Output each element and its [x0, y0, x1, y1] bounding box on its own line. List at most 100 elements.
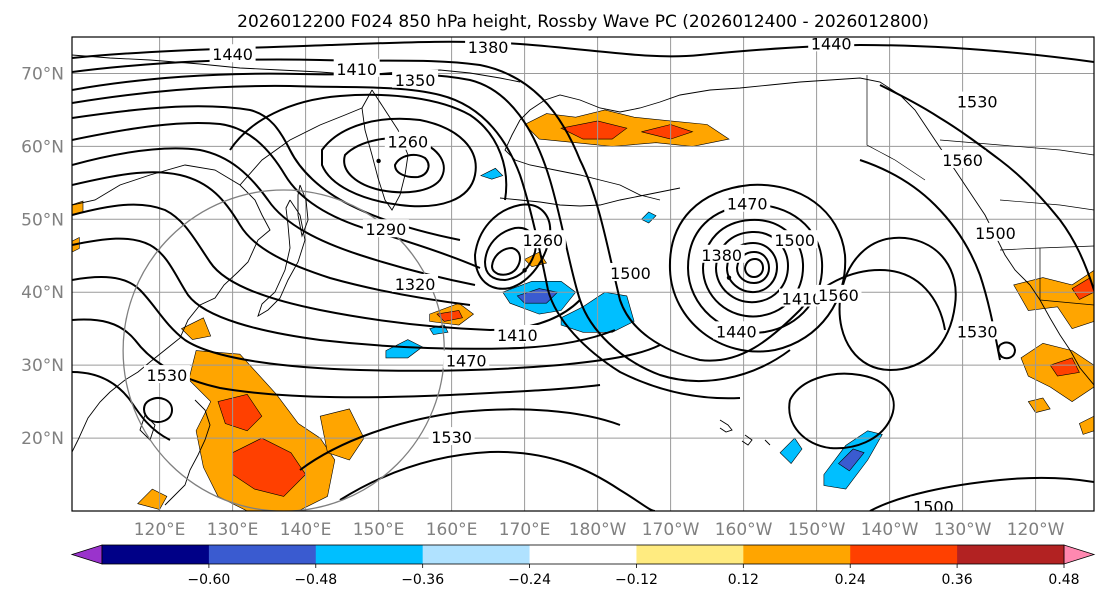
contour-label: 1440 [811, 34, 852, 53]
longitude-label: 170°W [642, 520, 700, 540]
map-area: 1440 1410 1380 1350 1440 1530 1260 1560 1290 1260… [72, 34, 1094, 516]
height-contour [229, 93, 508, 201]
figure-title: 2026012200 F024 850 hPa height, Rossby W… [237, 12, 929, 32]
longitude-label: 140°E [280, 520, 332, 540]
contour-label: 1290 [366, 220, 407, 239]
coastline-alaska [519, 77, 1031, 286]
height-contour [72, 203, 581, 332]
shaded-region-pos_strong [560, 120, 628, 140]
contour-label-background [143, 365, 190, 384]
colorbar-tick-label: 0.48 [1048, 572, 1079, 588]
height-contour [72, 121, 481, 269]
longitude-label: 160°E [426, 520, 478, 540]
border-alaska-canada [866, 75, 926, 181]
shaded-region-pos_medium [180, 317, 212, 340]
contour-label: 1530 [957, 322, 998, 341]
low-center-marker [522, 268, 527, 273]
contour-label-background [443, 350, 490, 369]
shaded-region-neg_medium [838, 448, 865, 472]
colorbar-segment [315, 545, 424, 564]
coastline-alaska-west [504, 119, 661, 201]
shaded-region-pos_strong [232, 437, 306, 497]
shaded-region-neg_light [779, 437, 803, 465]
height-contour [743, 257, 765, 279]
contour-label-background [392, 273, 439, 292]
shaded-region-pos_medium [1027, 397, 1051, 413]
colorbar-segment [850, 545, 958, 564]
height-contour [321, 117, 477, 208]
latitude-label: 30°N [21, 356, 64, 376]
contour-label-background [362, 219, 409, 238]
border-us-states [1039, 248, 1094, 306]
longitude-label: 130°W [934, 520, 992, 540]
contour-label-background [607, 263, 654, 281]
height-contour [143, 397, 174, 423]
colorbar-segment [529, 545, 637, 564]
longitude-label: 130°E [207, 520, 259, 540]
colorbar-extend-under [70, 544, 103, 565]
contour-label-background [698, 244, 745, 263]
longitude-labels: 120°E 130°E 140°E 150°E 160°E 170°E 180°W 170°W… [134, 520, 1065, 540]
contour-label-background [954, 91, 1001, 110]
contour-label-background [333, 58, 380, 77]
contour-label-background [724, 193, 771, 212]
height-contour [72, 40, 1094, 63]
contour-label: 1560 [818, 286, 859, 305]
height-contour [838, 236, 957, 372]
latitude-label: 70°N [21, 64, 64, 84]
contour-label-background [428, 427, 475, 446]
contour-label: 1410 [497, 326, 538, 345]
latitude-label: 60°N [21, 137, 64, 157]
contour-label-background [815, 284, 862, 303]
height-contour [483, 226, 537, 282]
colorbar-segment [422, 545, 531, 564]
contour-label-background [209, 44, 256, 63]
contour-label-background [494, 324, 541, 343]
shaded-region-pos_strong [1049, 357, 1080, 377]
shaded-region-pos_medium [1079, 415, 1094, 435]
latitude-label: 50°N [21, 210, 64, 230]
colorbar-tick-label: −0.48 [294, 572, 337, 588]
shading-layer [72, 109, 1094, 511]
shaded-region-pos_medium [319, 408, 365, 461]
colorbar-tick-label: −0.60 [187, 572, 230, 588]
contour-label: 1380 [468, 38, 509, 57]
height-contour [859, 159, 1001, 361]
colorbar-segment [208, 545, 317, 564]
contour-label-background [972, 222, 1019, 241]
longitude-label: 150°W [788, 520, 846, 540]
height-contour [72, 318, 601, 399]
latitude-label: 20°N [21, 429, 64, 449]
longitude-label: 120°E [134, 520, 186, 540]
contour-label: 1350 [395, 71, 436, 90]
longitude-label: 120°W [1007, 520, 1065, 540]
latitude-labels: 20°N 30°N 40°N 50°N 60°N 70°N [21, 64, 64, 449]
contour-label: 1260 [387, 133, 428, 152]
coastline-japan [257, 199, 306, 318]
shaded-region-neg_light [480, 167, 504, 180]
low-center-marker [726, 275, 732, 280]
contour-label: 1530 [431, 428, 472, 447]
map-frame [71, 36, 1095, 512]
contour-label: 1530 [147, 366, 188, 385]
shaded-region-pos_strong [217, 393, 263, 432]
longitude-label: 160°W [715, 520, 773, 540]
contour-label: 1500 [913, 497, 954, 516]
height-contour [393, 153, 430, 179]
contour-label: 1500 [975, 224, 1016, 243]
border-canada-provinces [939, 139, 1094, 211]
height-contour [714, 230, 790, 304]
colorbar-segment [102, 545, 210, 564]
height-contour [997, 341, 1017, 360]
colorbar-tick-label: −0.12 [615, 572, 658, 588]
height-contour [869, 476, 1094, 511]
contour-label: 1260 [522, 231, 563, 250]
gridlines [72, 37, 1094, 511]
height-contour [701, 218, 805, 318]
colorbar: −0.60 −0.48 −0.36 −0.24 −0.12 0.12 0.24 0.36 0.4… [70, 544, 1096, 588]
shaded-region-neg_light [640, 211, 657, 224]
contour-label: 1470 [446, 352, 487, 371]
contour-label-background [779, 288, 825, 307]
height-contour [788, 372, 895, 450]
